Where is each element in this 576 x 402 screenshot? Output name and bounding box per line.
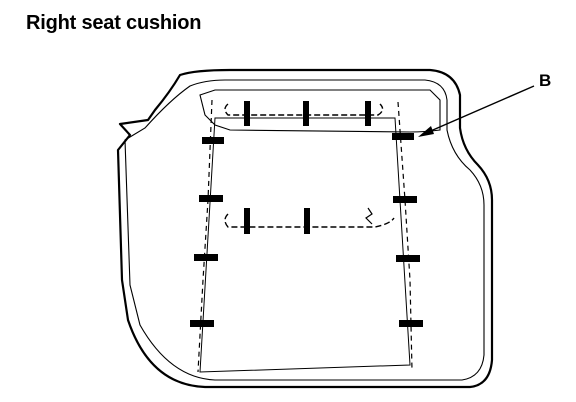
- top-bolster: [199, 89, 441, 133]
- clip-upper-2: [303, 101, 309, 126]
- upper-wire-loop: [224, 103, 384, 116]
- cushion-inner-edge: [124, 79, 485, 381]
- clip-left-3: [194, 254, 218, 261]
- clip-left-4: [190, 320, 214, 327]
- clip-left-1: [202, 137, 224, 144]
- center-panel: [199, 117, 411, 373]
- clip-right-1: [392, 133, 414, 140]
- cushion-outline: [116, 68, 494, 389]
- right-stitch-line: [397, 101, 413, 371]
- clip-middle-2: [304, 208, 310, 234]
- clip-left-2: [199, 195, 223, 202]
- callout-label-b: B: [539, 71, 552, 90]
- clip-right-3: [396, 255, 420, 262]
- clip-right-4: [399, 320, 423, 327]
- middle-wire-hook: [365, 207, 373, 225]
- callout-arrowhead: [418, 126, 434, 137]
- clip-upper-1: [244, 101, 250, 126]
- vertical-clips: [244, 101, 371, 234]
- middle-wire-loop: [224, 213, 395, 228]
- clip-middle-1: [244, 208, 250, 234]
- callout-leader-line: [425, 85, 535, 134]
- horizontal-clips: [190, 133, 423, 327]
- clip-right-2: [393, 196, 417, 203]
- diagram-title: Right seat cushion: [26, 12, 202, 34]
- clip-upper-3: [365, 101, 371, 126]
